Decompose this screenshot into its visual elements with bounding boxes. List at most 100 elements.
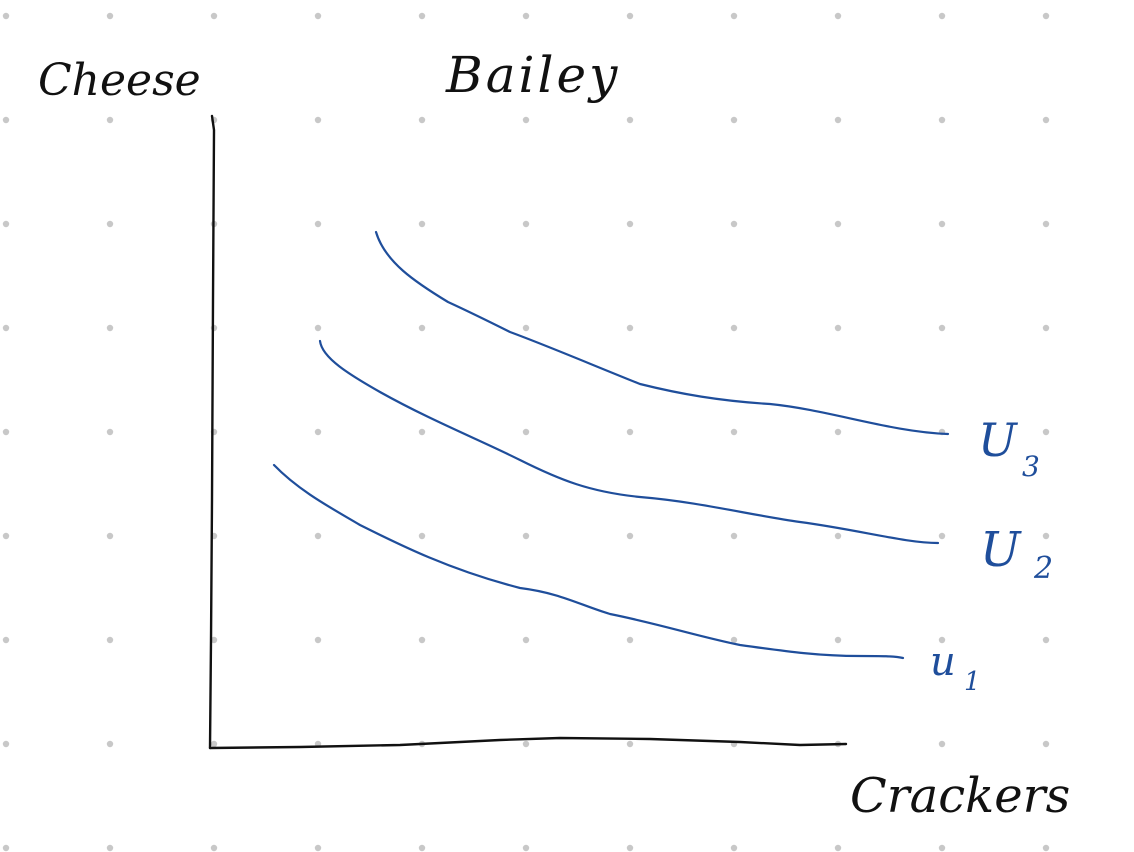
grid-dot bbox=[314, 428, 322, 436]
grid-dot bbox=[626, 740, 634, 748]
grid-dot bbox=[314, 116, 322, 124]
grid-dot bbox=[1042, 220, 1050, 228]
grid-dot bbox=[522, 740, 530, 748]
grid-dot bbox=[938, 116, 946, 124]
grid-dot bbox=[314, 12, 322, 20]
grid-dot bbox=[834, 532, 842, 540]
y-axis bbox=[208, 114, 216, 750]
curve-label-u1-sub: 1 bbox=[964, 667, 981, 697]
grid-dot bbox=[314, 220, 322, 228]
grid-dot bbox=[938, 636, 946, 644]
grid-dot bbox=[522, 220, 530, 228]
grid-dot bbox=[2, 324, 10, 332]
grid-dot bbox=[418, 324, 426, 332]
chart-title: Bailey bbox=[445, 46, 620, 104]
indifference-curve-u2 bbox=[318, 339, 940, 545]
grid-dot bbox=[106, 116, 114, 124]
grid-dot bbox=[626, 636, 634, 644]
grid-dot bbox=[834, 324, 842, 332]
x-axis bbox=[208, 736, 848, 750]
grid-dot bbox=[834, 12, 842, 20]
grid-dot bbox=[210, 12, 218, 20]
grid-dot bbox=[1042, 324, 1050, 332]
grid-dot bbox=[2, 532, 10, 540]
grid-dot bbox=[418, 428, 426, 436]
grid-dot bbox=[106, 12, 114, 20]
grid-dot bbox=[2, 220, 10, 228]
grid-dot bbox=[730, 324, 738, 332]
grid-dot bbox=[834, 636, 842, 644]
grid-dot bbox=[522, 636, 530, 644]
grid-dot bbox=[1042, 428, 1050, 436]
grid-dot bbox=[938, 844, 946, 852]
grid-dot bbox=[1042, 116, 1050, 124]
grid-dot bbox=[938, 12, 946, 20]
grid-dot bbox=[522, 116, 530, 124]
dot-grid-background bbox=[2, 12, 1050, 852]
grid-dot bbox=[314, 636, 322, 644]
grid-dot bbox=[626, 532, 634, 540]
grid-dot bbox=[1042, 636, 1050, 644]
grid-dot bbox=[210, 740, 218, 748]
grid-dot bbox=[938, 324, 946, 332]
grid-dot bbox=[626, 324, 634, 332]
indifference-curve-u3 bbox=[374, 230, 950, 436]
grid-dot bbox=[2, 428, 10, 436]
grid-dot bbox=[418, 116, 426, 124]
curve-label-u1: u 1 bbox=[930, 639, 981, 697]
grid-dot bbox=[418, 220, 426, 228]
grid-dot bbox=[106, 740, 114, 748]
grid-dot bbox=[730, 220, 738, 228]
grid-dot bbox=[938, 740, 946, 748]
grid-dot bbox=[106, 428, 114, 436]
grid-dot bbox=[834, 844, 842, 852]
grid-dot bbox=[2, 116, 10, 124]
grid-dot bbox=[626, 220, 634, 228]
grid-dot bbox=[834, 428, 842, 436]
grid-dot bbox=[106, 532, 114, 540]
grid-dot bbox=[938, 532, 946, 540]
x-axis-label: Crackers bbox=[850, 768, 1070, 824]
grid-dot bbox=[834, 220, 842, 228]
y-axis-label: Cheese bbox=[38, 55, 201, 106]
grid-dot bbox=[106, 636, 114, 644]
grid-dot bbox=[626, 428, 634, 436]
grid-dot bbox=[626, 844, 634, 852]
grid-dot bbox=[210, 636, 218, 644]
curve-label-u3: U 3 bbox=[978, 413, 1040, 483]
grid-dot bbox=[1042, 740, 1050, 748]
grid-dot bbox=[522, 12, 530, 20]
grid-dot bbox=[1042, 532, 1050, 540]
grid-dot bbox=[938, 220, 946, 228]
grid-dot bbox=[730, 428, 738, 436]
curve-label-u2-main: U bbox=[980, 522, 1022, 578]
grid-dot bbox=[730, 636, 738, 644]
grid-dot bbox=[730, 116, 738, 124]
curve-label-u3-sub: 3 bbox=[1022, 450, 1040, 483]
grid-dot bbox=[730, 844, 738, 852]
grid-dot bbox=[2, 844, 10, 852]
grid-dot bbox=[2, 12, 10, 20]
curve-label-u2-sub: 2 bbox=[1033, 551, 1053, 586]
grid-dot bbox=[626, 12, 634, 20]
indifference-curve-u1 bbox=[272, 463, 905, 660]
grid-dot bbox=[626, 116, 634, 124]
grid-dot bbox=[314, 844, 322, 852]
grid-dot bbox=[106, 324, 114, 332]
grid-dot bbox=[522, 844, 530, 852]
grid-dot bbox=[418, 636, 426, 644]
grid-dot bbox=[314, 324, 322, 332]
grid-dot bbox=[522, 428, 530, 436]
curve-label-u3-main: U bbox=[978, 413, 1019, 467]
curve-label-u2: U 2 bbox=[980, 522, 1053, 586]
grid-dot bbox=[418, 12, 426, 20]
grid-dot bbox=[314, 532, 322, 540]
grid-dot bbox=[834, 116, 842, 124]
grid-dot bbox=[522, 532, 530, 540]
grid-dot bbox=[1042, 12, 1050, 20]
grid-dot bbox=[2, 636, 10, 644]
grid-dot bbox=[730, 12, 738, 20]
grid-dot bbox=[210, 844, 218, 852]
grid-dot bbox=[106, 220, 114, 228]
